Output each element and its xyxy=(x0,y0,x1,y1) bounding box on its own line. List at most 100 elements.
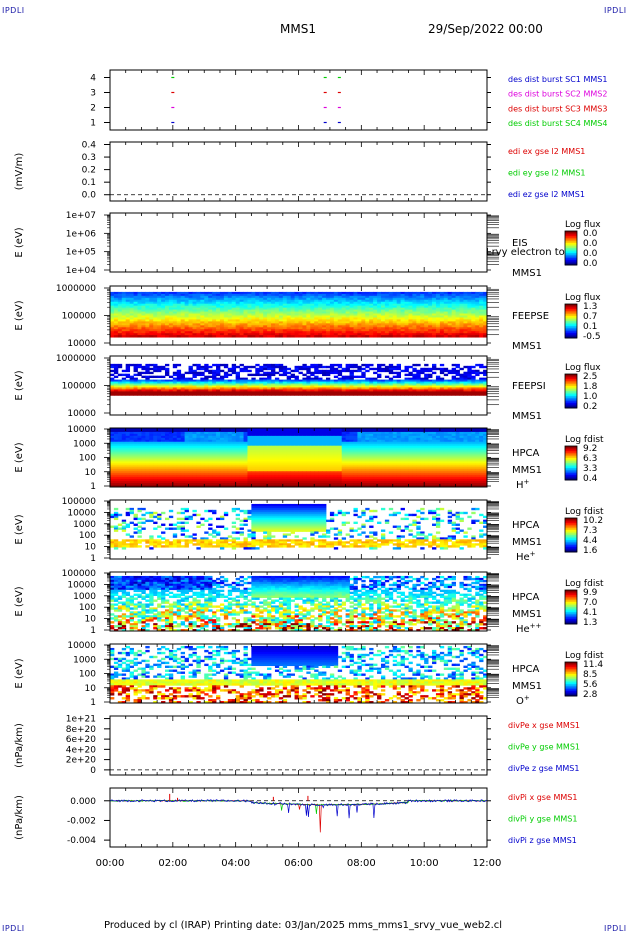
p3-colorbar-cell xyxy=(565,261,577,264)
p4-pixel xyxy=(204,329,209,332)
p4-pixel xyxy=(432,329,437,332)
p4-pixel xyxy=(161,299,166,303)
p5-ylabel: E (eV) xyxy=(14,370,25,400)
p4-pixel xyxy=(428,293,433,297)
p4-pixel xyxy=(373,293,378,297)
p4-pixel xyxy=(392,313,398,316)
p4-pixel xyxy=(223,311,229,314)
p4-pixel xyxy=(278,317,284,320)
p2-legend-entry: edi ey gse l2 MMS1 xyxy=(508,169,586,178)
p4-pixel xyxy=(361,319,366,322)
p4-pixel xyxy=(129,319,134,322)
p4-pixel xyxy=(188,331,193,334)
p4-pixel xyxy=(420,315,425,318)
p4-pixel xyxy=(255,329,260,332)
p4-pixel xyxy=(271,331,276,334)
p4-pixel xyxy=(235,325,240,328)
p4-pixel xyxy=(420,291,425,295)
p4-pixel xyxy=(432,295,437,299)
p4-pixel xyxy=(223,313,229,316)
p5-pixel xyxy=(333,393,339,396)
p4-pixel xyxy=(459,305,464,309)
p4-pixel xyxy=(365,329,370,332)
p4-pixel xyxy=(463,295,468,299)
p4-pixel xyxy=(251,311,256,314)
p4-pixel xyxy=(176,305,182,309)
p4-pixel xyxy=(184,325,189,328)
p4-pixel xyxy=(216,325,221,328)
p4-pixel xyxy=(117,325,123,328)
p4-pixel xyxy=(157,297,162,301)
p4-pixel xyxy=(274,321,280,324)
p4-pixel xyxy=(369,313,374,316)
p4-pixel xyxy=(471,291,476,295)
p5-pixel xyxy=(113,393,119,396)
p4-pixel xyxy=(153,307,158,310)
p4-pixel xyxy=(168,323,174,326)
p4-pixel xyxy=(110,325,115,328)
p4-pixel xyxy=(396,325,402,328)
p4-pixel xyxy=(164,327,170,330)
p5-pixel xyxy=(424,369,429,373)
p4-pixel xyxy=(176,291,182,295)
p4-pixel xyxy=(267,305,272,309)
p4-pixel xyxy=(412,305,417,309)
p4-pixel xyxy=(384,291,390,295)
p4-pixel xyxy=(322,325,327,328)
p5-pixel xyxy=(223,375,229,379)
p4-pixel xyxy=(263,295,268,299)
p4-colorbar-tick: 0.1 xyxy=(583,322,597,332)
p5-pixel xyxy=(432,371,437,375)
p4-pixel xyxy=(365,321,370,324)
p4-pixel xyxy=(113,325,119,328)
p4-pixel xyxy=(329,331,335,334)
p4-pixel xyxy=(223,323,229,326)
p4-pixel xyxy=(125,309,131,312)
p4-pixel xyxy=(200,305,205,309)
p4-pixel xyxy=(271,317,276,320)
p4-pixel xyxy=(298,299,303,303)
p4-pixel xyxy=(247,301,252,305)
p4-pixel xyxy=(145,321,150,324)
p4-pixel xyxy=(392,335,398,338)
p4-pixel xyxy=(239,327,244,330)
p4-pixel xyxy=(329,295,335,299)
p4-pixel xyxy=(286,301,292,305)
p4-pixel xyxy=(212,297,217,301)
p4-pixel xyxy=(164,321,170,324)
p4-pixel xyxy=(353,295,358,299)
p4-pixel xyxy=(278,315,284,318)
p4-pixel xyxy=(176,327,182,330)
p4-pixel xyxy=(435,307,441,310)
p4-pixel xyxy=(329,299,335,303)
p4-pixel xyxy=(365,319,370,322)
p4-pixel xyxy=(373,327,378,330)
p4-pixel xyxy=(121,291,127,295)
p4-pixel xyxy=(447,299,453,303)
p4-pixel xyxy=(133,299,138,303)
p4-pixel xyxy=(184,295,189,299)
p4-pixel xyxy=(396,319,402,322)
p4-pixel xyxy=(113,301,119,305)
p4-pixel xyxy=(451,319,456,322)
p4-pixel xyxy=(483,301,488,305)
p5-pixel xyxy=(133,369,138,373)
p4-pixel xyxy=(369,305,374,309)
p4-pixel xyxy=(392,315,398,318)
p4-pixel xyxy=(188,309,193,312)
p4-pixel xyxy=(345,327,350,330)
p4-pixel xyxy=(243,309,248,312)
p4-pixel xyxy=(392,329,398,332)
p4-pixel xyxy=(184,321,189,324)
p4-pixel xyxy=(341,335,347,338)
p5-pixel xyxy=(416,363,421,367)
p4-pixel xyxy=(149,327,154,330)
p4-pixel xyxy=(219,295,225,299)
p4-pixel xyxy=(172,291,178,295)
p4-pixel xyxy=(290,323,295,326)
p4-pixel xyxy=(263,327,268,330)
p4-pixel xyxy=(294,297,299,301)
p4-pixel xyxy=(196,299,201,303)
p4-pixel xyxy=(212,327,217,330)
p4-pixel xyxy=(463,297,468,301)
